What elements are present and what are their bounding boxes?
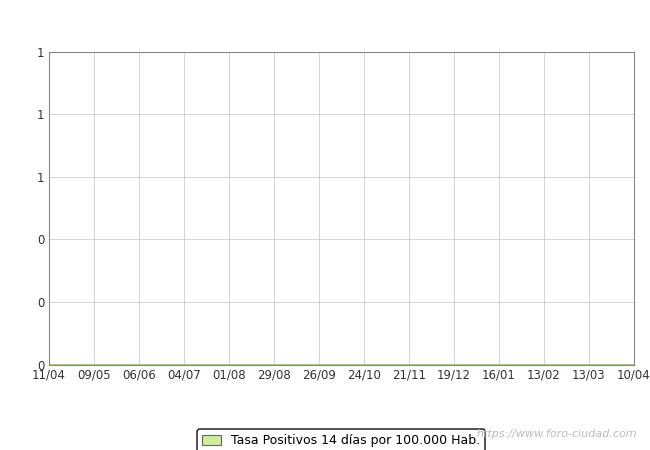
- Text: Municipio de Vallfogona de Riucorb - COVID-19: Municipio de Vallfogona de Riucorb - COV…: [120, 16, 530, 34]
- Legend: Tasa Positivos 14 días por 100.000 Hab.: Tasa Positivos 14 días por 100.000 Hab.: [198, 429, 485, 450]
- Text: https://www.foro-ciudad.com: https://www.foro-ciudad.com: [476, 429, 637, 439]
